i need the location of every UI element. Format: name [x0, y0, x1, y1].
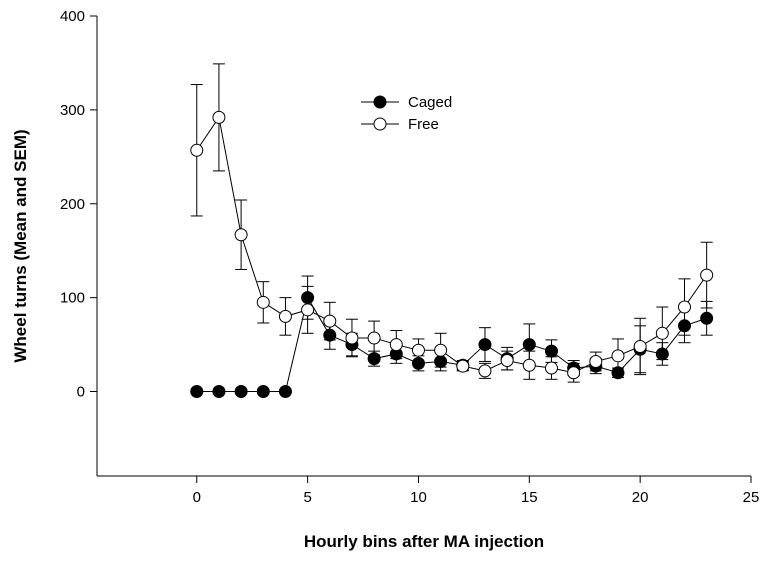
data-point: [611, 349, 625, 363]
x-tick-label: 10: [410, 489, 427, 506]
y-tick-label: 0: [77, 384, 85, 401]
x-tick-label: 5: [303, 489, 311, 506]
data-point: [700, 268, 714, 282]
y-tick-label: 400: [60, 8, 85, 25]
data-point: [389, 338, 403, 352]
data-point: [190, 385, 204, 399]
data-point: [256, 295, 270, 309]
legend-label: Free: [408, 116, 439, 133]
data-point: [633, 339, 647, 353]
x-tick-label: 20: [632, 489, 649, 506]
data-point: [500, 354, 514, 368]
data-point: [567, 366, 581, 380]
data-point: [677, 319, 691, 333]
x-tick-label: 25: [743, 489, 760, 506]
data-point: [589, 354, 603, 368]
x-axis-label: Hourly bins after MA injection: [304, 532, 544, 551]
data-point: [544, 344, 558, 358]
x-tick-label: 0: [193, 489, 201, 506]
legend-marker: [373, 117, 387, 131]
legend-marker: [373, 95, 387, 109]
data-point: [677, 300, 691, 314]
data-point: [278, 385, 292, 399]
data-point: [522, 358, 536, 372]
data-point: [611, 366, 625, 380]
data-point: [655, 326, 669, 340]
data-point: [256, 385, 270, 399]
data-point: [478, 364, 492, 378]
data-point: [434, 343, 448, 357]
data-point: [234, 228, 248, 242]
data-point: [234, 385, 248, 399]
y-tick-label: 200: [60, 196, 85, 213]
legend-label: Caged: [408, 94, 452, 111]
data-point: [411, 343, 425, 357]
y-axis-label: Wheel turns (Mean and SEM): [11, 129, 30, 362]
data-point: [544, 361, 558, 375]
data-point: [367, 331, 381, 345]
data-point: [456, 359, 470, 373]
data-point: [411, 356, 425, 370]
data-point: [655, 347, 669, 361]
data-point: [345, 331, 359, 345]
data-point: [478, 338, 492, 352]
data-point: [367, 352, 381, 366]
series-line: [196, 296, 707, 393]
data-point: [522, 338, 536, 352]
data-point: [323, 328, 337, 342]
data-point: [212, 385, 226, 399]
data-point: [434, 354, 448, 368]
series-line: [196, 116, 708, 374]
data-point: [190, 143, 204, 157]
data-point: [278, 309, 292, 323]
y-tick-label: 100: [60, 290, 85, 307]
x-tick-label: 15: [521, 489, 538, 506]
data-point: [301, 303, 315, 317]
data-point: [323, 314, 337, 328]
y-tick-label: 300: [60, 102, 85, 119]
data-point: [212, 110, 226, 124]
data-point: [700, 311, 714, 325]
data-point: [301, 291, 315, 305]
